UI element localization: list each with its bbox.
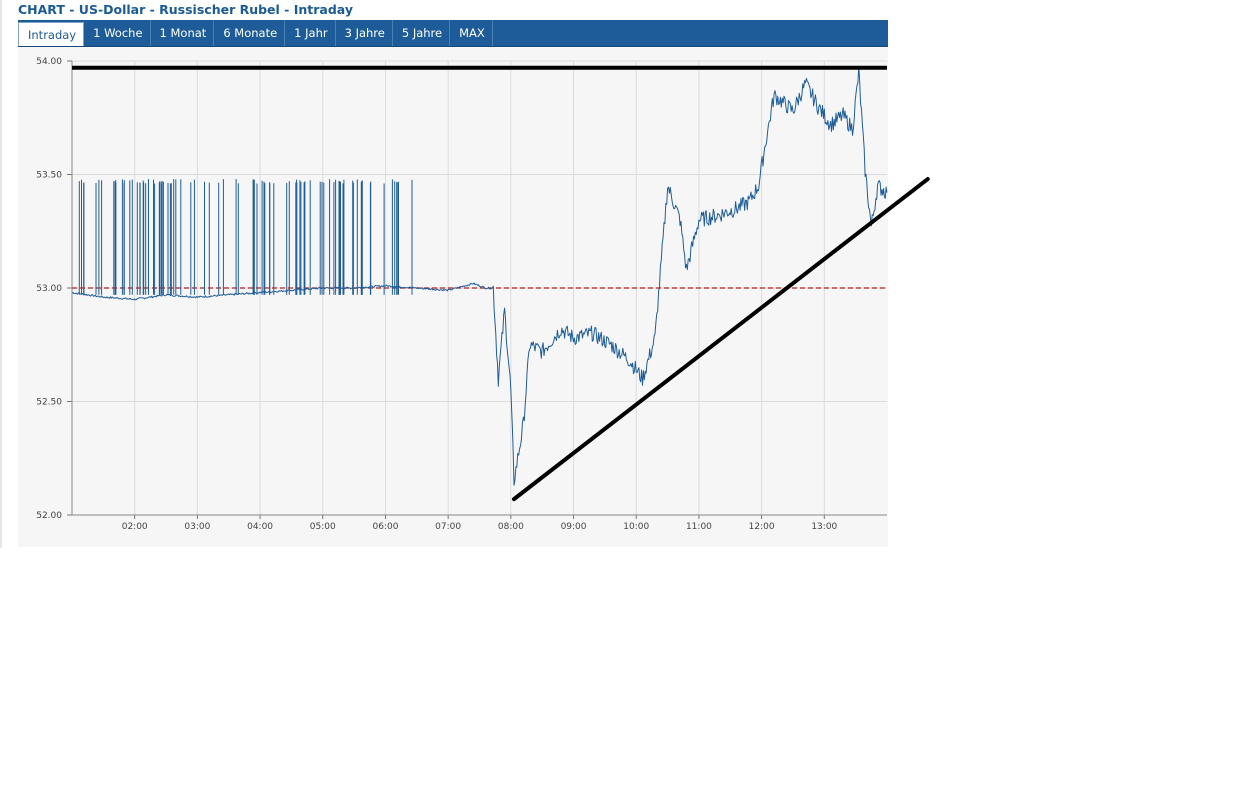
x-tick-label: 12:00 (749, 522, 775, 532)
y-tick-label: 53.00 (36, 284, 62, 294)
tab-intraday[interactable]: Intraday (18, 22, 85, 46)
tab-1-jahr[interactable]: 1 Jahr (285, 20, 336, 46)
y-tick-label: 52.50 (36, 398, 62, 408)
x-tick-label: 13:00 (811, 522, 837, 532)
x-tick-label: 10:00 (623, 522, 649, 532)
page-title: CHART - US-Dollar - Russischer Rubel - I… (18, 2, 353, 17)
x-tick-label: 09:00 (561, 522, 587, 532)
tab-5-jahre[interactable]: 5 Jahre (393, 20, 451, 46)
x-tick-label: 05:00 (310, 522, 336, 532)
series-line (72, 65, 888, 486)
tab-max[interactable]: MAX (450, 20, 493, 46)
x-tick-label: 06:00 (372, 522, 398, 532)
x-tick-label: 03:00 (184, 522, 210, 532)
tab-6-monate[interactable]: 6 Monate (214, 20, 286, 46)
x-tick-label: 07:00 (435, 522, 461, 532)
x-tick-label: 08:00 (498, 522, 524, 532)
tab-1-woche[interactable]: 1 Woche (84, 20, 151, 46)
support-trend-line (511, 177, 930, 502)
timeframe-tab-bar: Intraday 1 Woche 1 Monat 6 Monate 1 Jahr… (18, 20, 888, 47)
tab-3-jahre[interactable]: 3 Jahre (336, 20, 393, 46)
x-tick-label: 04:00 (247, 522, 273, 532)
y-tick-label: 54.00 (36, 57, 62, 67)
y-tick-label: 52.00 (36, 511, 62, 521)
left-page-rule (0, 0, 2, 548)
x-tick-label: 11:00 (686, 522, 712, 532)
tab-1-monat[interactable]: 1 Monat (151, 20, 215, 46)
y-tick-label: 53.50 (36, 171, 62, 181)
x-tick-label: 02:00 (122, 522, 148, 532)
